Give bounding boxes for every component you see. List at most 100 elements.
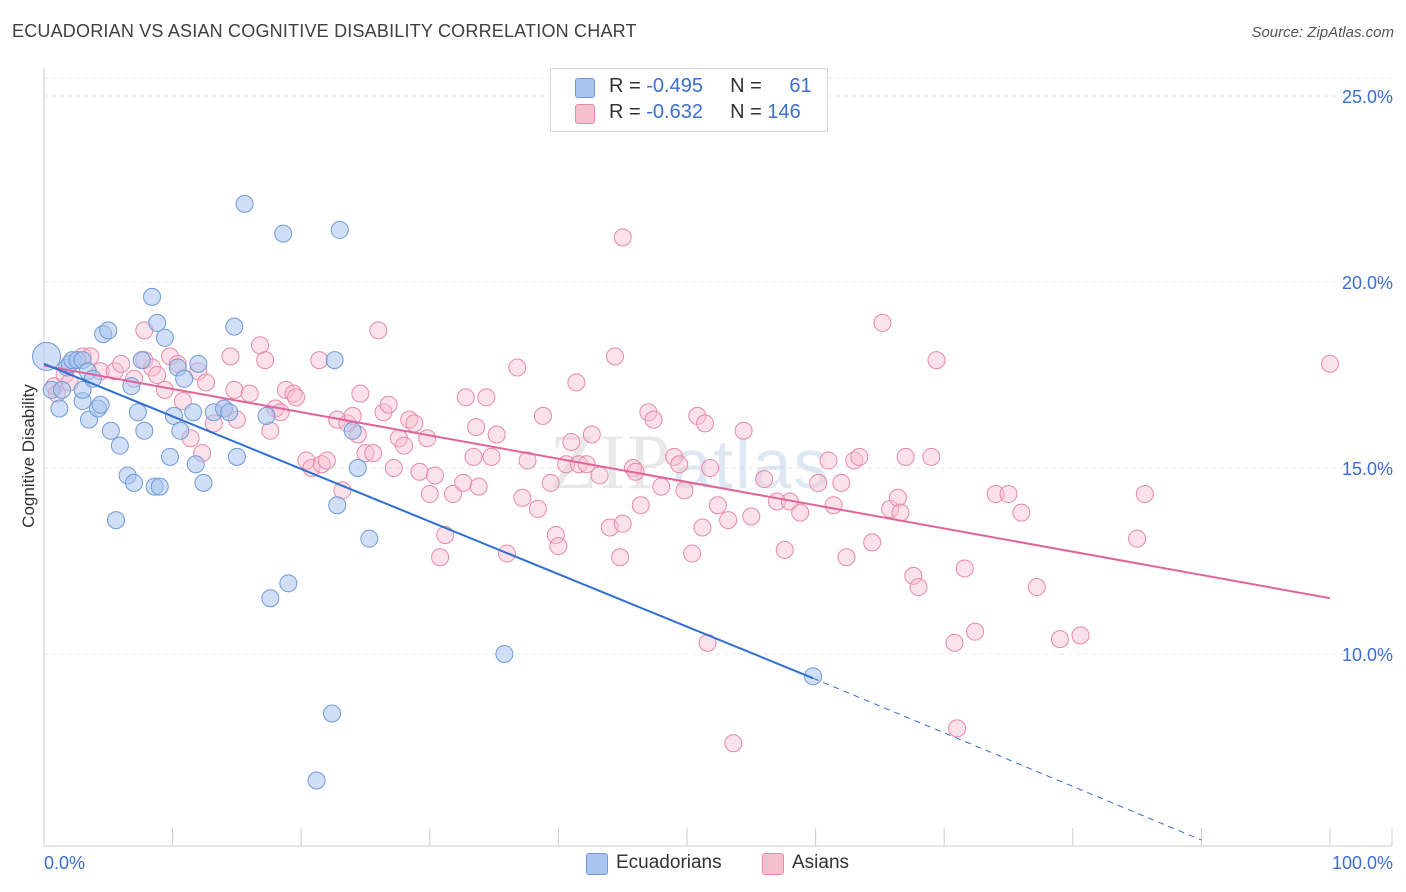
ecuadorians-trend-line (43, 362, 814, 680)
asians-point (719, 511, 738, 530)
asians-point (454, 473, 473, 492)
ecuadorians-point (53, 380, 72, 399)
ecuadorians-point (235, 194, 254, 213)
asians-point (567, 373, 586, 392)
asians-point (197, 373, 216, 392)
asians-point (456, 388, 475, 407)
legend-n-value: 146 (767, 101, 801, 123)
legend-n-label: N = (730, 75, 768, 97)
ecuadorians-point (343, 421, 362, 440)
asians-point (1321, 354, 1339, 373)
legend-r-value: -0.632 (646, 101, 703, 123)
asians-point (105, 362, 124, 381)
asians-point (364, 444, 383, 463)
ecuadorians-point (91, 395, 110, 414)
asians-point (356, 444, 375, 463)
asians-point (755, 470, 774, 489)
grid-lines (44, 77, 1392, 655)
asians-point (945, 633, 964, 652)
asians-point (436, 525, 455, 544)
asians-point (832, 473, 851, 492)
asians-point (425, 466, 444, 485)
asians-point (966, 622, 985, 641)
asians-point (888, 488, 907, 507)
asians-point (613, 514, 632, 533)
legend-r-value: -0.495 (646, 75, 703, 97)
asians-point (112, 354, 131, 373)
asians-point (221, 347, 240, 366)
ecuadorians-point (150, 477, 169, 496)
asians-point (955, 559, 974, 578)
asians-point (819, 451, 838, 470)
asians-point (590, 466, 609, 485)
x-tick-label: 0.0% (44, 853, 85, 873)
asians-point (395, 436, 414, 455)
asians-point (850, 447, 869, 466)
asians-point (863, 533, 882, 552)
asians-point (837, 548, 856, 567)
asians-point (420, 485, 439, 504)
ecuadorians-point (348, 459, 367, 477)
asians-point (701, 459, 720, 477)
asians-point (909, 578, 928, 597)
asians-point (549, 537, 568, 556)
ecuadorians-point (184, 403, 203, 422)
asians-point (605, 347, 624, 366)
ecuadorians-point (495, 645, 514, 663)
y-axis-label: Cognitive Disability (19, 384, 38, 528)
asians-trend-line (43, 364, 1331, 600)
ecuadorians-point (328, 496, 347, 515)
ecuadorians-point (360, 529, 379, 548)
asians-point (824, 496, 843, 515)
correlation-legend: R = -0.495 N = 61 R = -0.632 N = 146 (550, 68, 828, 132)
ecuadorians-point (99, 321, 118, 340)
asians-point (613, 228, 632, 247)
asians-swatch (575, 104, 595, 124)
ecuadorians-legend-label: Ecuadorians (616, 852, 722, 873)
ecuadorians-point (227, 447, 246, 466)
ecuadorians-point (161, 447, 180, 466)
asians-point (464, 447, 483, 466)
ecuadorians-point (257, 406, 276, 425)
asians-point (708, 496, 727, 515)
ecuadorians-point (261, 589, 280, 608)
legend-r-label: R = (609, 75, 647, 97)
ecuadorians-point (50, 399, 69, 418)
ecuadorians-point (101, 421, 120, 440)
asians-point (508, 358, 527, 377)
asians-point (896, 447, 915, 466)
asians-point (670, 455, 689, 474)
asians-point (155, 380, 174, 399)
asians-point (405, 414, 424, 433)
asians-point (487, 425, 506, 444)
asians-point (410, 462, 429, 481)
ecuadorians-point (804, 667, 823, 686)
asians-point (317, 451, 336, 470)
asians-point (1050, 630, 1069, 649)
asians-point (927, 351, 946, 370)
ecuadorians-swatch (575, 78, 595, 98)
asians-point (791, 503, 810, 522)
y-tick-label: 20.0% (1342, 273, 1393, 293)
asians-point (582, 425, 601, 444)
asians-point (922, 447, 941, 466)
asians-point (724, 734, 743, 753)
ecuadorians-point (330, 220, 349, 239)
x-tick-label: 100.0% (1332, 853, 1393, 873)
legend-n-label: N = (730, 101, 768, 123)
ecuadorians-point (125, 473, 144, 492)
legend-r-label: R = (609, 101, 647, 123)
ecuadorians-legend-swatch (586, 853, 608, 875)
asians-point (431, 548, 450, 567)
ecuadorians-point (274, 224, 293, 243)
asians-point (528, 499, 547, 518)
asians-point (742, 507, 761, 526)
ecuadorians-point (186, 455, 205, 474)
trend-lines (43, 362, 1331, 841)
ecuadorians-point (175, 369, 194, 388)
asians-point (546, 525, 565, 544)
asians-point (611, 548, 630, 567)
asians-point (652, 477, 671, 496)
asians-point (469, 477, 488, 496)
